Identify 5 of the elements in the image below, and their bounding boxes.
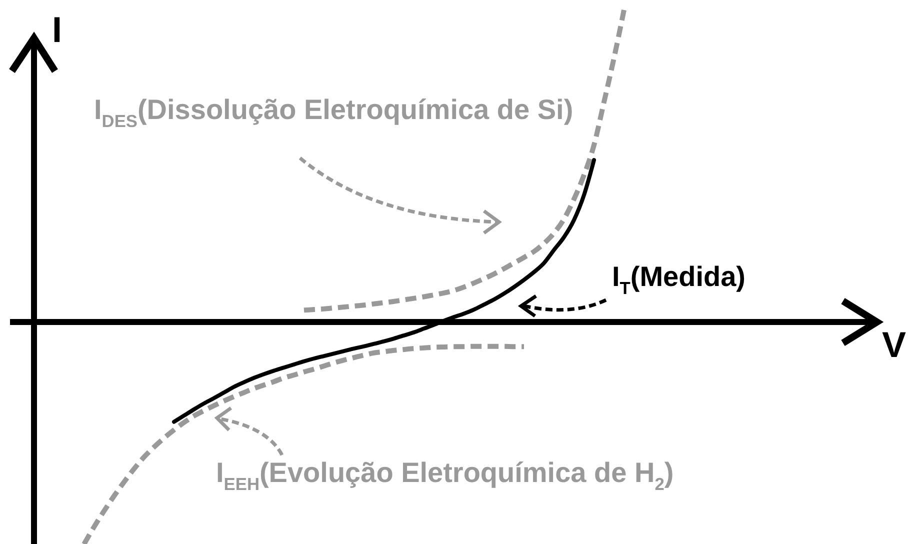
legend-label: I$_{EEH}$(Evolução Eletroquímica de H$_{2}$) xyxy=(216,457,674,494)
series-label: I$_{T}$(Medida) xyxy=(612,261,746,298)
x-axis-title: V xyxy=(882,324,906,365)
y-axis-title: I xyxy=(52,9,62,50)
series-label: I$_{DES}$(Dissolução Eletroquímica de Si) xyxy=(94,94,574,131)
